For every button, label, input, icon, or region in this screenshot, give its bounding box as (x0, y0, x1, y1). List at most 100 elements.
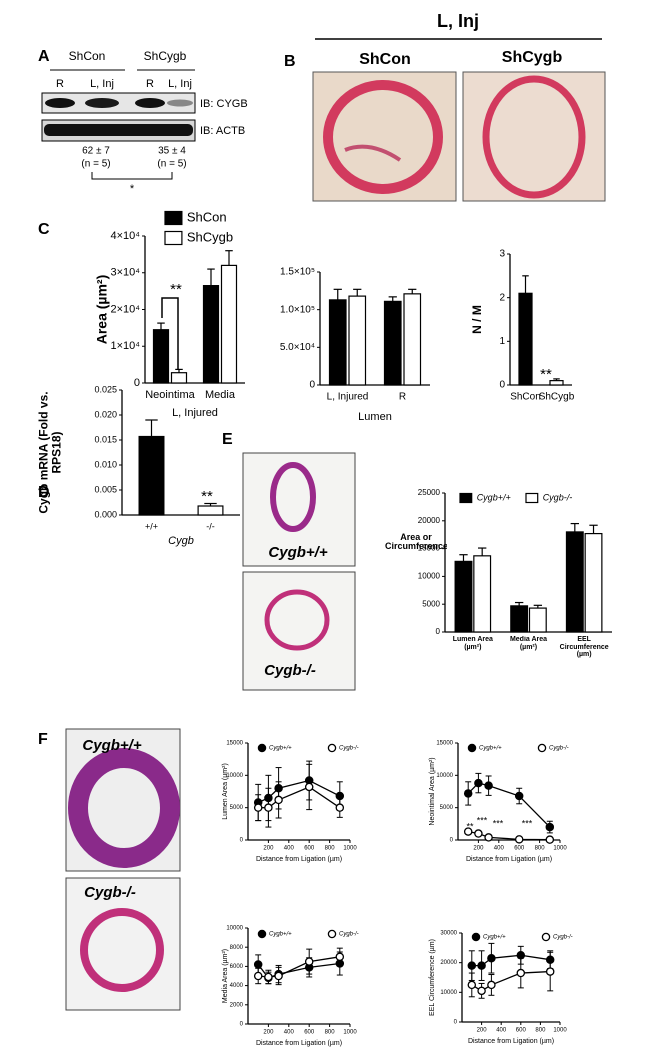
band (167, 99, 193, 107)
x-tick-label: ShCon (510, 392, 541, 403)
x-tick-label: 400 (494, 846, 505, 852)
micrograph (312, 71, 457, 202)
antibody-label: IB: ACTB (200, 125, 245, 137)
x-axis-label: L, Injured (172, 407, 218, 419)
point (264, 803, 273, 812)
significance: ** (540, 366, 552, 383)
significance: ** (466, 821, 474, 831)
legend-marker (471, 932, 481, 942)
bar (528, 607, 547, 633)
point (335, 952, 345, 962)
image-label: Cygb-/- (84, 884, 136, 901)
bar (403, 293, 422, 386)
x-tick-label: -/- (206, 521, 215, 531)
y-tick-label: 0 (454, 1020, 458, 1026)
x-tick-label-box: Media Area (µm²) (510, 636, 547, 651)
y-tick-label: 15000 (226, 741, 243, 747)
x-tick-label: EEL Circumference (µm) (559, 636, 609, 659)
legend-marker (467, 743, 477, 753)
legend-label: ShCon (187, 209, 227, 224)
y-tick-label: 10000 (418, 572, 441, 581)
bar (197, 505, 224, 516)
image-label: Cygb-/- (264, 662, 316, 679)
point (253, 803, 263, 812)
y-axis-label-box: Area or Circumference (385, 533, 447, 552)
vessel (270, 462, 316, 532)
point (264, 972, 273, 982)
x-axis-label: Distance from Ligation (µm) (468, 1038, 554, 1045)
significance: ** (170, 281, 182, 298)
point (514, 791, 524, 801)
y-tick-label: 10000 (226, 773, 243, 779)
significance: *** (522, 818, 533, 828)
quant-value: 35 ± 4 (158, 146, 186, 157)
x-axis-label: Lumen (358, 411, 392, 423)
y-axis-label: Media Area (µm²) (222, 949, 229, 1003)
y-tick-label: 2 (499, 292, 505, 303)
x-tick-label: 200 (473, 846, 484, 852)
y-tick-label: 0 (240, 838, 244, 844)
band (135, 98, 165, 108)
y-tick-label: 1×10⁴ (110, 340, 140, 352)
point (487, 980, 496, 990)
x-tick-label: 600 (304, 1030, 315, 1036)
image-label: Cygb+/+ (82, 737, 141, 754)
y-tick-label: 20000 (418, 516, 441, 525)
y-tick-label: 0 (450, 838, 454, 844)
legend-marker (537, 743, 547, 753)
y-axis-label: Lumen Area (µm²) (222, 763, 229, 820)
legend-label: Cygb+/+ (269, 932, 292, 938)
panel-title: L, Inj (437, 11, 479, 31)
legend-swatch (525, 492, 539, 504)
vessel (482, 75, 586, 199)
x-tick-label-box: EEL Circumference (µm) (559, 636, 609, 659)
antibody-label: IB: CYGB (200, 98, 248, 110)
y-tick-label: 10000 (226, 926, 243, 932)
x-axis-label: Cygb (168, 535, 194, 547)
point (463, 789, 473, 798)
quant-n: (n = 5) (157, 159, 186, 170)
bar (202, 285, 220, 384)
legend-label: Cygb+/+ (479, 746, 502, 752)
histology-e: Cygb+/+ Cygb-/- (242, 452, 356, 691)
band (85, 98, 119, 108)
y-tick-label: 5000 (440, 805, 454, 811)
y-tick-label: 0.015 (94, 434, 117, 444)
legend-label: Cygb-/- (549, 746, 569, 752)
point (545, 835, 555, 844)
legend-label: ShCygb (187, 229, 233, 244)
y-tick-label: 4×10⁴ (110, 230, 140, 242)
legend-marker (257, 743, 267, 753)
y-tick-label: 15000 (418, 544, 441, 553)
significance: ** (201, 488, 213, 505)
y-tick-label: 0 (436, 627, 441, 636)
x-tick-label: 800 (325, 846, 336, 852)
y-tick-label: 0.005 (94, 484, 117, 494)
y-tick-label: 3 (499, 249, 505, 260)
point (304, 782, 314, 792)
point (274, 971, 283, 981)
image-label: ShCon (359, 51, 411, 68)
x-tick-label: 1000 (553, 1028, 567, 1034)
panel-label: D (38, 484, 50, 501)
legend-swatch (164, 210, 183, 226)
x-tick-label: 400 (496, 1028, 507, 1034)
legend-marker (327, 743, 337, 753)
x-tick-label: 400 (284, 846, 295, 852)
legend-label: Cygb+/+ (477, 492, 511, 502)
y-tick-label: 0.025 (94, 384, 117, 394)
x-tick-label: Lumen Area (µm²) (452, 636, 493, 651)
legend-label: Cygb-/- (339, 746, 359, 752)
x-tick-label-box: Lumen Area (µm²) (452, 636, 493, 651)
point (477, 986, 486, 996)
x-tick-label: L, Injured (327, 392, 369, 403)
y-tick-label: 1 (499, 336, 505, 347)
point (467, 961, 477, 970)
vessel (80, 908, 164, 992)
point (304, 957, 314, 966)
bracket (91, 172, 173, 180)
bar (138, 435, 165, 516)
band (45, 98, 75, 108)
x-tick-label: 1000 (343, 846, 357, 852)
y-tick-label: 5000 (230, 805, 244, 811)
